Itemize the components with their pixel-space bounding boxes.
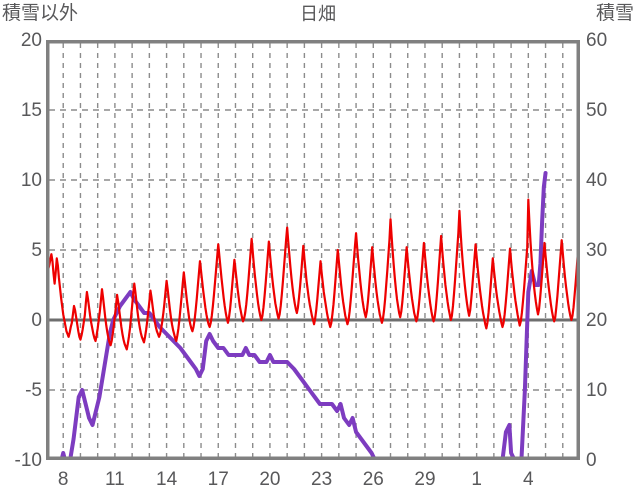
left-axis-tick-20: 20 (20, 30, 42, 51)
series-line-temperature (46, 198, 580, 351)
left-axis-tick-5: 5 (31, 240, 42, 261)
x-axis-tick-4: 20 (259, 469, 281, 490)
right-axis-tick-50: 50 (586, 100, 608, 121)
right-axis-tick-30: 30 (586, 240, 608, 261)
right-axis-tick-10: 10 (586, 380, 608, 401)
plot-area (46, 40, 580, 460)
x-axis-tick-8: 1 (471, 469, 482, 490)
right-axis-tick-0: 0 (586, 450, 597, 471)
x-axis-tick-6: 26 (362, 469, 384, 490)
x-axis-tick-9: 4 (523, 469, 534, 490)
right-axis-tick-40: 40 (586, 170, 608, 191)
left-axis-tick--10: -10 (14, 450, 42, 471)
x-axis-tick-3: 17 (207, 469, 229, 490)
x-axis-tick-0: 8 (57, 469, 69, 490)
left-axis-title: 積雪以外 (2, 3, 79, 24)
x-axis-tick-1: 11 (105, 469, 125, 490)
horizontal-gridlines (49, 109, 577, 391)
right-axis-title: 積雪 (595, 3, 634, 24)
plot-svg (46, 40, 580, 460)
chart-title: 日畑 (300, 4, 336, 24)
right-axis-tick-60: 60 (586, 30, 608, 51)
series-line-snow (46, 171, 548, 460)
left-axis-tick-0: 0 (31, 310, 42, 331)
left-axis-tick-15: 15 (20, 100, 42, 121)
left-axis-tick-10: 10 (20, 170, 42, 191)
x-axis-tick-2: 14 (156, 469, 178, 490)
right-axis-tick-20: 20 (586, 310, 608, 331)
x-axis-tick-5: 23 (311, 469, 333, 490)
vertical-gridlines (62, 43, 564, 457)
x-axis-tick-7: 29 (414, 469, 436, 490)
left-axis-tick--5: -5 (25, 380, 42, 401)
